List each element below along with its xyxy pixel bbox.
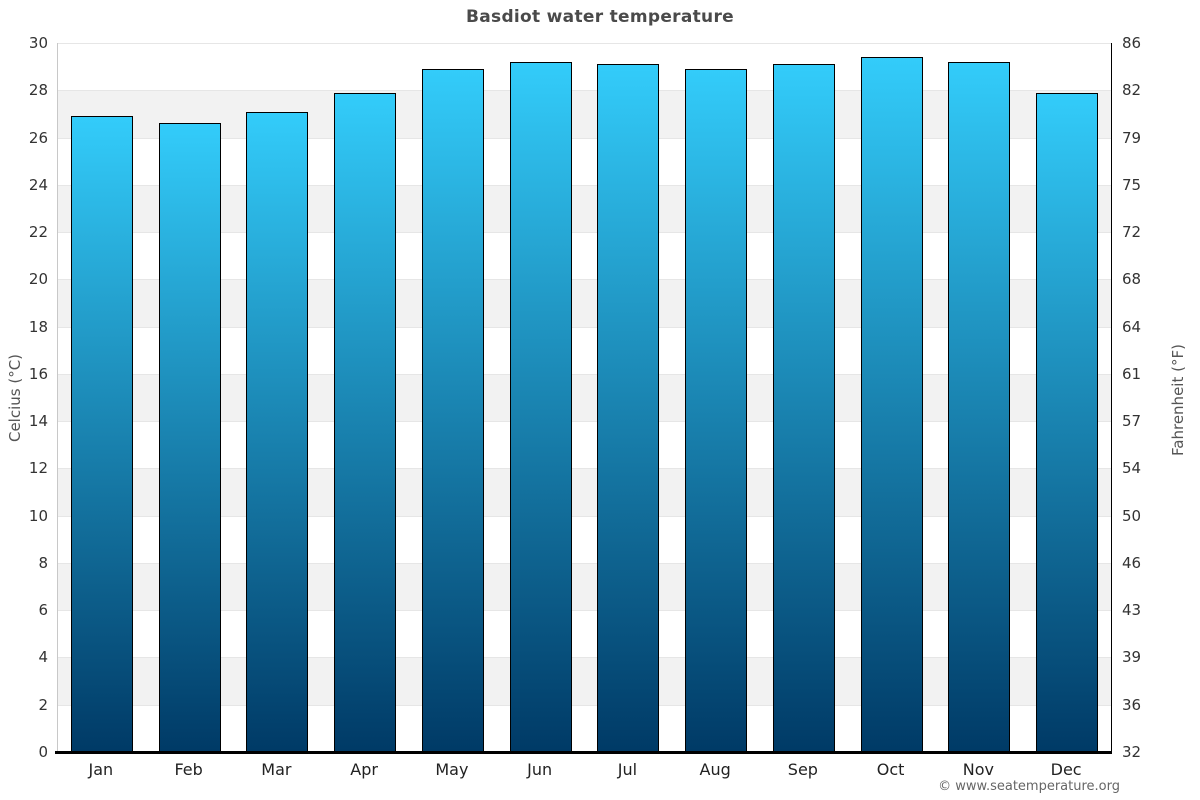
gridline [58, 137, 1111, 139]
x-tick-label-dec: Dec [1050, 760, 1082, 779]
y-tick-label-celsius: 2 [38, 695, 48, 714]
y-tick-label-celsius: 22 [28, 223, 48, 242]
y-tick-label-celsius: 20 [28, 270, 48, 289]
y-tick-label-celsius: 4 [38, 648, 48, 667]
temperature-bar-nov [948, 61, 1011, 752]
y-tick-label-fahrenheit: 79 [1122, 128, 1142, 147]
x-tick-label-jun: Jun [527, 760, 553, 779]
y-tick-label-celsius: 24 [28, 175, 48, 194]
y-tick-label-fahrenheit: 39 [1122, 648, 1142, 667]
gridline [58, 421, 1111, 423]
x-tick-label-jan: Jan [88, 760, 114, 779]
temperature-bar-aug [685, 69, 748, 752]
y-tick-label-celsius: 26 [28, 128, 48, 147]
grid-band [58, 657, 1111, 705]
y-tick-label-fahrenheit: 36 [1122, 695, 1142, 714]
y-tick-label-fahrenheit: 64 [1122, 317, 1142, 336]
x-tick-label-jul: Jul [617, 760, 638, 779]
y-tick-label-fahrenheit: 68 [1122, 270, 1142, 289]
y-tick-label-fahrenheit: 54 [1122, 459, 1142, 478]
grid-band [58, 279, 1111, 327]
x-tick-label-oct: Oct [876, 760, 905, 779]
grid-band [58, 90, 1111, 138]
plot-area [57, 43, 1112, 752]
y-axis-title-fahrenheit: Fahrenheit (°F) [1169, 344, 1187, 456]
y-tick-label-fahrenheit: 50 [1122, 506, 1142, 525]
grid-band [58, 468, 1111, 516]
y-tick-label-celsius: 28 [28, 81, 48, 100]
x-tick-label-sep: Sep [787, 760, 818, 779]
x-tick-label-mar: Mar [261, 760, 292, 779]
gridline [58, 43, 1111, 44]
y-tick-label-celsius: 14 [28, 412, 48, 431]
y-tick-label-fahrenheit: 75 [1122, 175, 1142, 194]
gridline [58, 468, 1111, 470]
temperature-bar-jan [70, 116, 133, 752]
x-axis-line [55, 751, 1112, 754]
chart-title: Basdiot water temperature [466, 7, 734, 27]
gridline [58, 90, 1111, 92]
copyright-link[interactable]: © www.seatemperature.org [938, 779, 1120, 794]
x-tick-label-aug: Aug [699, 760, 731, 779]
gridline [58, 704, 1111, 706]
temperature-bar-sep [772, 64, 835, 752]
gridline [58, 326, 1111, 328]
temperature-bar-feb [158, 123, 221, 752]
y-tick-label-celsius: 18 [28, 317, 48, 336]
gridline [58, 657, 1111, 659]
temperature-bar-apr [334, 92, 397, 752]
grid-band [58, 373, 1111, 422]
y-tick-label-fahrenheit: 46 [1122, 553, 1142, 572]
y-tick-label-celsius: 30 [28, 34, 48, 52]
gridline [58, 232, 1111, 234]
temperature-bar-dec [1036, 92, 1099, 752]
temperature-bar-may [421, 69, 484, 752]
grid-band [58, 184, 1111, 233]
temperature-bar-jun [509, 61, 572, 752]
x-tick-label-apr: Apr [350, 760, 378, 779]
x-tick-label-nov: Nov [962, 760, 994, 779]
y-tick-label-fahrenheit: 43 [1122, 601, 1142, 620]
gridline [58, 279, 1111, 281]
y-tick-label-celsius: 6 [38, 601, 48, 620]
y-tick-label-celsius: 16 [28, 364, 48, 383]
gridline [58, 184, 1111, 186]
gridline [58, 373, 1111, 375]
y-tick-label-fahrenheit: 32 [1122, 743, 1142, 761]
gridline [58, 515, 1111, 517]
gridline [58, 562, 1111, 564]
x-tick-label-feb: Feb [174, 760, 203, 779]
y-tick-label-fahrenheit: 57 [1122, 412, 1142, 431]
y-tick-label-celsius: 10 [28, 506, 48, 525]
x-tick-label-may: May [435, 760, 469, 779]
temperature-bar-oct [860, 57, 923, 752]
temperature-bar-mar [246, 111, 309, 752]
temperature-bar-jul [597, 64, 660, 752]
y-tick-label-celsius: 8 [38, 553, 48, 572]
y-tick-label-fahrenheit: 86 [1122, 34, 1142, 52]
y-tick-label-fahrenheit: 61 [1122, 364, 1142, 383]
y-tick-label-celsius: 12 [28, 459, 48, 478]
grid-band [58, 562, 1111, 611]
y-tick-label-celsius: 0 [38, 743, 48, 761]
y-tick-label-fahrenheit: 72 [1122, 223, 1142, 242]
gridline [58, 610, 1111, 612]
y-tick-label-fahrenheit: 82 [1122, 81, 1142, 100]
